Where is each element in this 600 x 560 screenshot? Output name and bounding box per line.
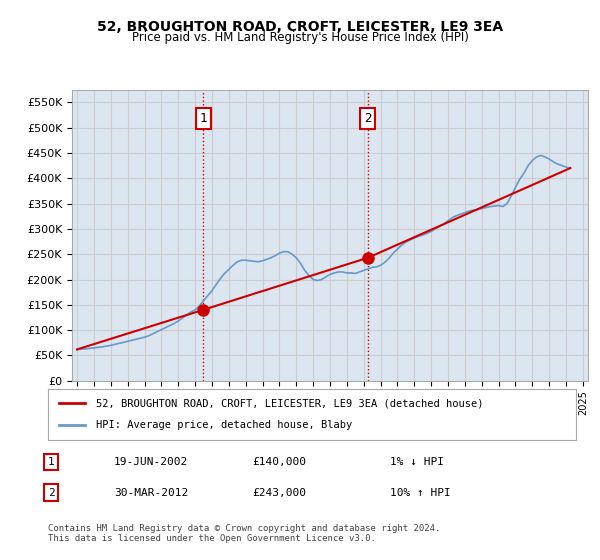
Text: 19-JUN-2002: 19-JUN-2002 — [114, 457, 188, 467]
Text: 2: 2 — [47, 488, 55, 498]
Text: 10% ↑ HPI: 10% ↑ HPI — [390, 488, 451, 498]
Text: 52, BROUGHTON ROAD, CROFT, LEICESTER, LE9 3EA: 52, BROUGHTON ROAD, CROFT, LEICESTER, LE… — [97, 20, 503, 34]
Text: £243,000: £243,000 — [252, 488, 306, 498]
Text: 2: 2 — [364, 112, 371, 125]
Text: £140,000: £140,000 — [252, 457, 306, 467]
Text: 1: 1 — [47, 457, 55, 467]
Text: 52, BROUGHTON ROAD, CROFT, LEICESTER, LE9 3EA (detached house): 52, BROUGHTON ROAD, CROFT, LEICESTER, LE… — [95, 398, 483, 408]
Text: 1% ↓ HPI: 1% ↓ HPI — [390, 457, 444, 467]
Text: Contains HM Land Registry data © Crown copyright and database right 2024.
This d: Contains HM Land Registry data © Crown c… — [48, 524, 440, 543]
Text: 30-MAR-2012: 30-MAR-2012 — [114, 488, 188, 498]
Text: 1: 1 — [199, 112, 207, 125]
Text: Price paid vs. HM Land Registry's House Price Index (HPI): Price paid vs. HM Land Registry's House … — [131, 31, 469, 44]
Text: HPI: Average price, detached house, Blaby: HPI: Average price, detached house, Blab… — [95, 421, 352, 431]
